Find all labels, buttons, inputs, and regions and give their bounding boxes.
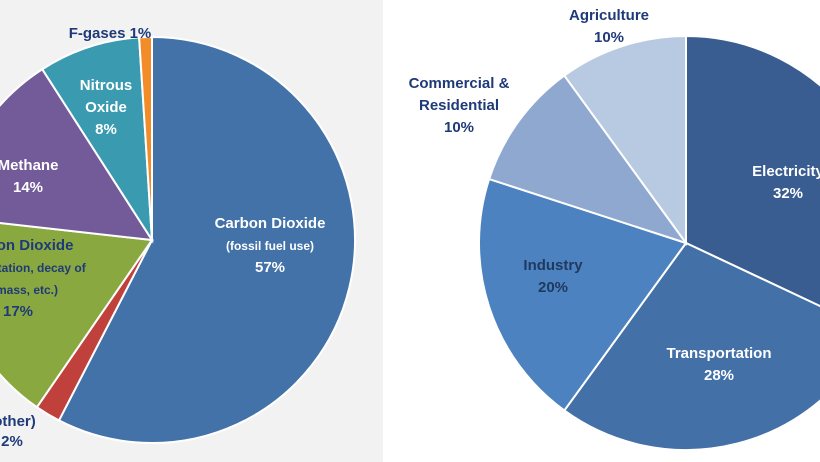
slice-label-carbon-dioxide-fossil-fuel-use: Carbon Dioxide: [215, 215, 326, 232]
slice-value-transportation: 28%: [704, 367, 734, 384]
slice-label-carbon-dioxide-deforestation-decay-of-biomass-etc: (deforestation, decay of: [0, 261, 87, 275]
slice-label-industry: Industry: [523, 257, 583, 274]
slice-value-commercial-residential: 10%: [444, 119, 474, 136]
pie-0-labels: Carbon Dioxide (fossil fuel use) 57% Carbon…: [0, 25, 325, 450]
slice-label-commercial-residential: Residential: [419, 97, 499, 114]
slice-label-electricity: Electricity: [752, 163, 820, 180]
gas-breakdown-pie-chart: Carbon Dioxide (fossil fuel use) 57% Carbon…: [0, 25, 356, 450]
slice-label-transportation: Transportation: [666, 345, 771, 362]
pie-slice-carbon-dioxide-deforestation-decay-of-biomass-etc: [0, 222, 154, 409]
slice-label-nitrous-oxide: Oxide: [85, 99, 127, 116]
slice-value-methane: 14%: [13, 179, 43, 196]
slice-label-agriculture: Agriculture: [569, 7, 649, 24]
pie-0-slices: [0, 35, 356, 444]
pie-slice-f-gases-1: [138, 35, 153, 241]
panel-divider: [383, 0, 387, 462]
pie-1-labels: Electricity 32% Transportation 28% Industry 2…: [409, 7, 820, 384]
pie-slice-electricity: [685, 34, 820, 308]
slice-label-carbon-dioxide-deforestation-decay-of-biomass-etc: biomass, etc.): [0, 283, 58, 297]
pie-slice-industry: [478, 177, 688, 412]
pie-slice-agriculture: [562, 34, 687, 247]
pie-slice-methane: [0, 67, 154, 242]
pie-slice-commercial-residential: [487, 74, 689, 245]
slice-value-nitrous-oxide: 8%: [95, 121, 117, 138]
outside-label-2: 2%: [1, 433, 23, 450]
outside-label-other: (other): [0, 413, 36, 430]
slice-value-carbon-dioxide-deforestation-decay-of-biomass-etc: 17%: [3, 303, 33, 320]
slice-label-commercial-residential: Commercial &: [409, 75, 510, 92]
slice-label-carbon-dioxide-fossil-fuel-use: (fossil fuel use): [226, 239, 314, 253]
slice-label-f-gases-1: F-gases 1%: [69, 25, 152, 42]
sector-breakdown-pie-chart: Electricity 32% Transportation 28% Industry 2…: [409, 7, 820, 451]
slice-label-nitrous-oxide: Nitrous: [80, 77, 133, 94]
pie-slice-carbon-dioxide-fossil-fuel-use: [57, 35, 356, 444]
slice-value-agriculture: 10%: [594, 29, 624, 46]
slice-value-carbon-dioxide-fossil-fuel-use: 57%: [255, 259, 285, 276]
pie-slice-nitrous-oxide: [40, 36, 154, 244]
slice-value-electricity: 32%: [773, 185, 803, 202]
slice-label-methane: Methane: [0, 157, 58, 174]
gas-breakdown-panel: Carbon Dioxide (fossil fuel use) 57% Carbon…: [0, 0, 383, 462]
slice-label-carbon-dioxide-deforestation-decay-of-biomass-etc: Carbon Dioxide: [0, 237, 73, 254]
slice-value-industry: 20%: [538, 279, 568, 296]
sector-breakdown-panel: Electricity 32% Transportation 28% Industry 2…: [387, 0, 820, 462]
pie-slice-transportation: [562, 241, 820, 451]
pie-1-slices: [478, 34, 820, 451]
